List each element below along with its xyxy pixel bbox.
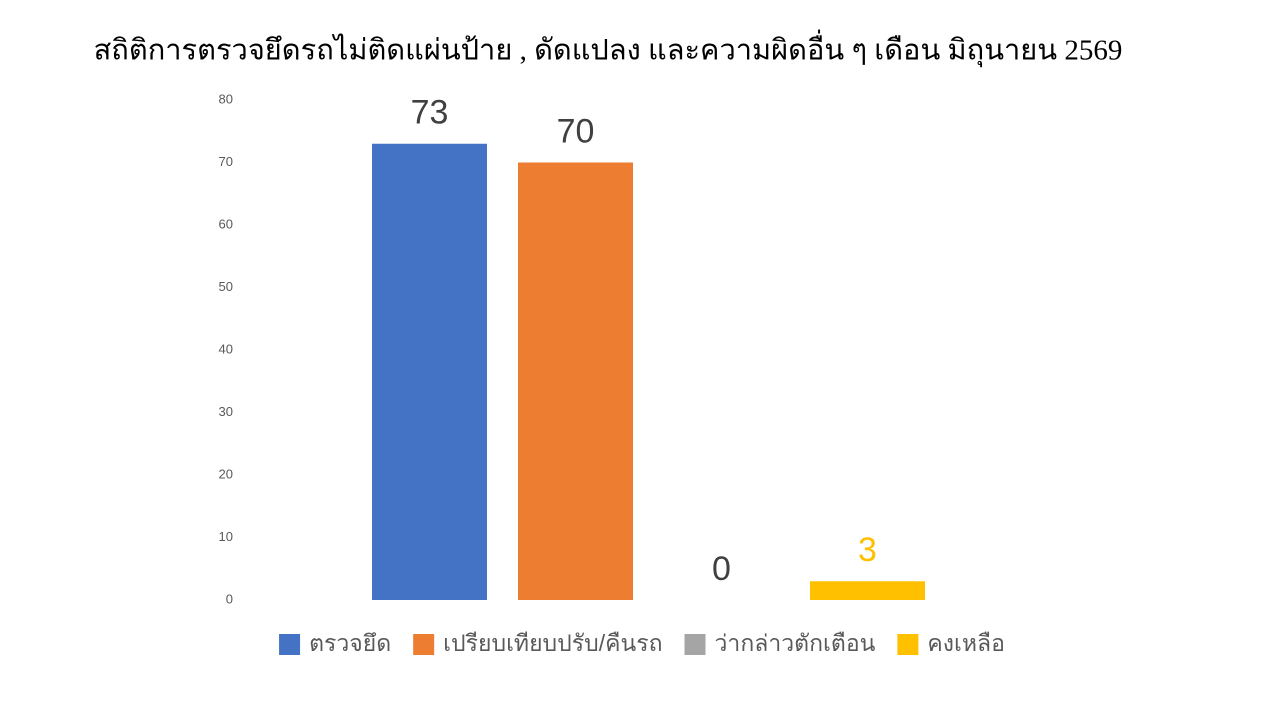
chart-title: สถิติการตรวจยึดรถไม่ติดแผ่นป้าย , ดัดแปล… [94, 30, 1123, 68]
y-tick-label: 80 [219, 91, 233, 106]
bar [372, 143, 487, 600]
legend-label: ว่ากล่าวตักเตือน [715, 630, 876, 656]
bar [810, 581, 925, 600]
data-label: 0 [712, 550, 731, 588]
y-tick-label: 10 [219, 529, 233, 544]
y-tick-label: 70 [219, 154, 233, 169]
y-tick-label: 40 [219, 341, 233, 356]
legend-label: ตรวจยึด [309, 630, 391, 656]
data-label: 3 [858, 531, 877, 569]
bar [518, 162, 633, 600]
legend-label: คงเหลือ [927, 630, 1005, 656]
legend-swatch [413, 634, 435, 655]
legend-swatch [279, 634, 301, 655]
y-tick-label: 50 [219, 279, 233, 294]
y-tick-label: 30 [219, 404, 233, 419]
y-tick-label: 0 [226, 591, 233, 606]
data-label: 73 [411, 94, 449, 132]
y-tick-label: 20 [219, 466, 233, 481]
legend-swatch [897, 634, 919, 655]
legend-label: เปรียบเทียบปรับ/คืนรถ [443, 630, 662, 656]
data-label: 70 [557, 112, 595, 150]
legend-swatch [684, 634, 706, 655]
y-tick-label: 60 [219, 216, 233, 231]
